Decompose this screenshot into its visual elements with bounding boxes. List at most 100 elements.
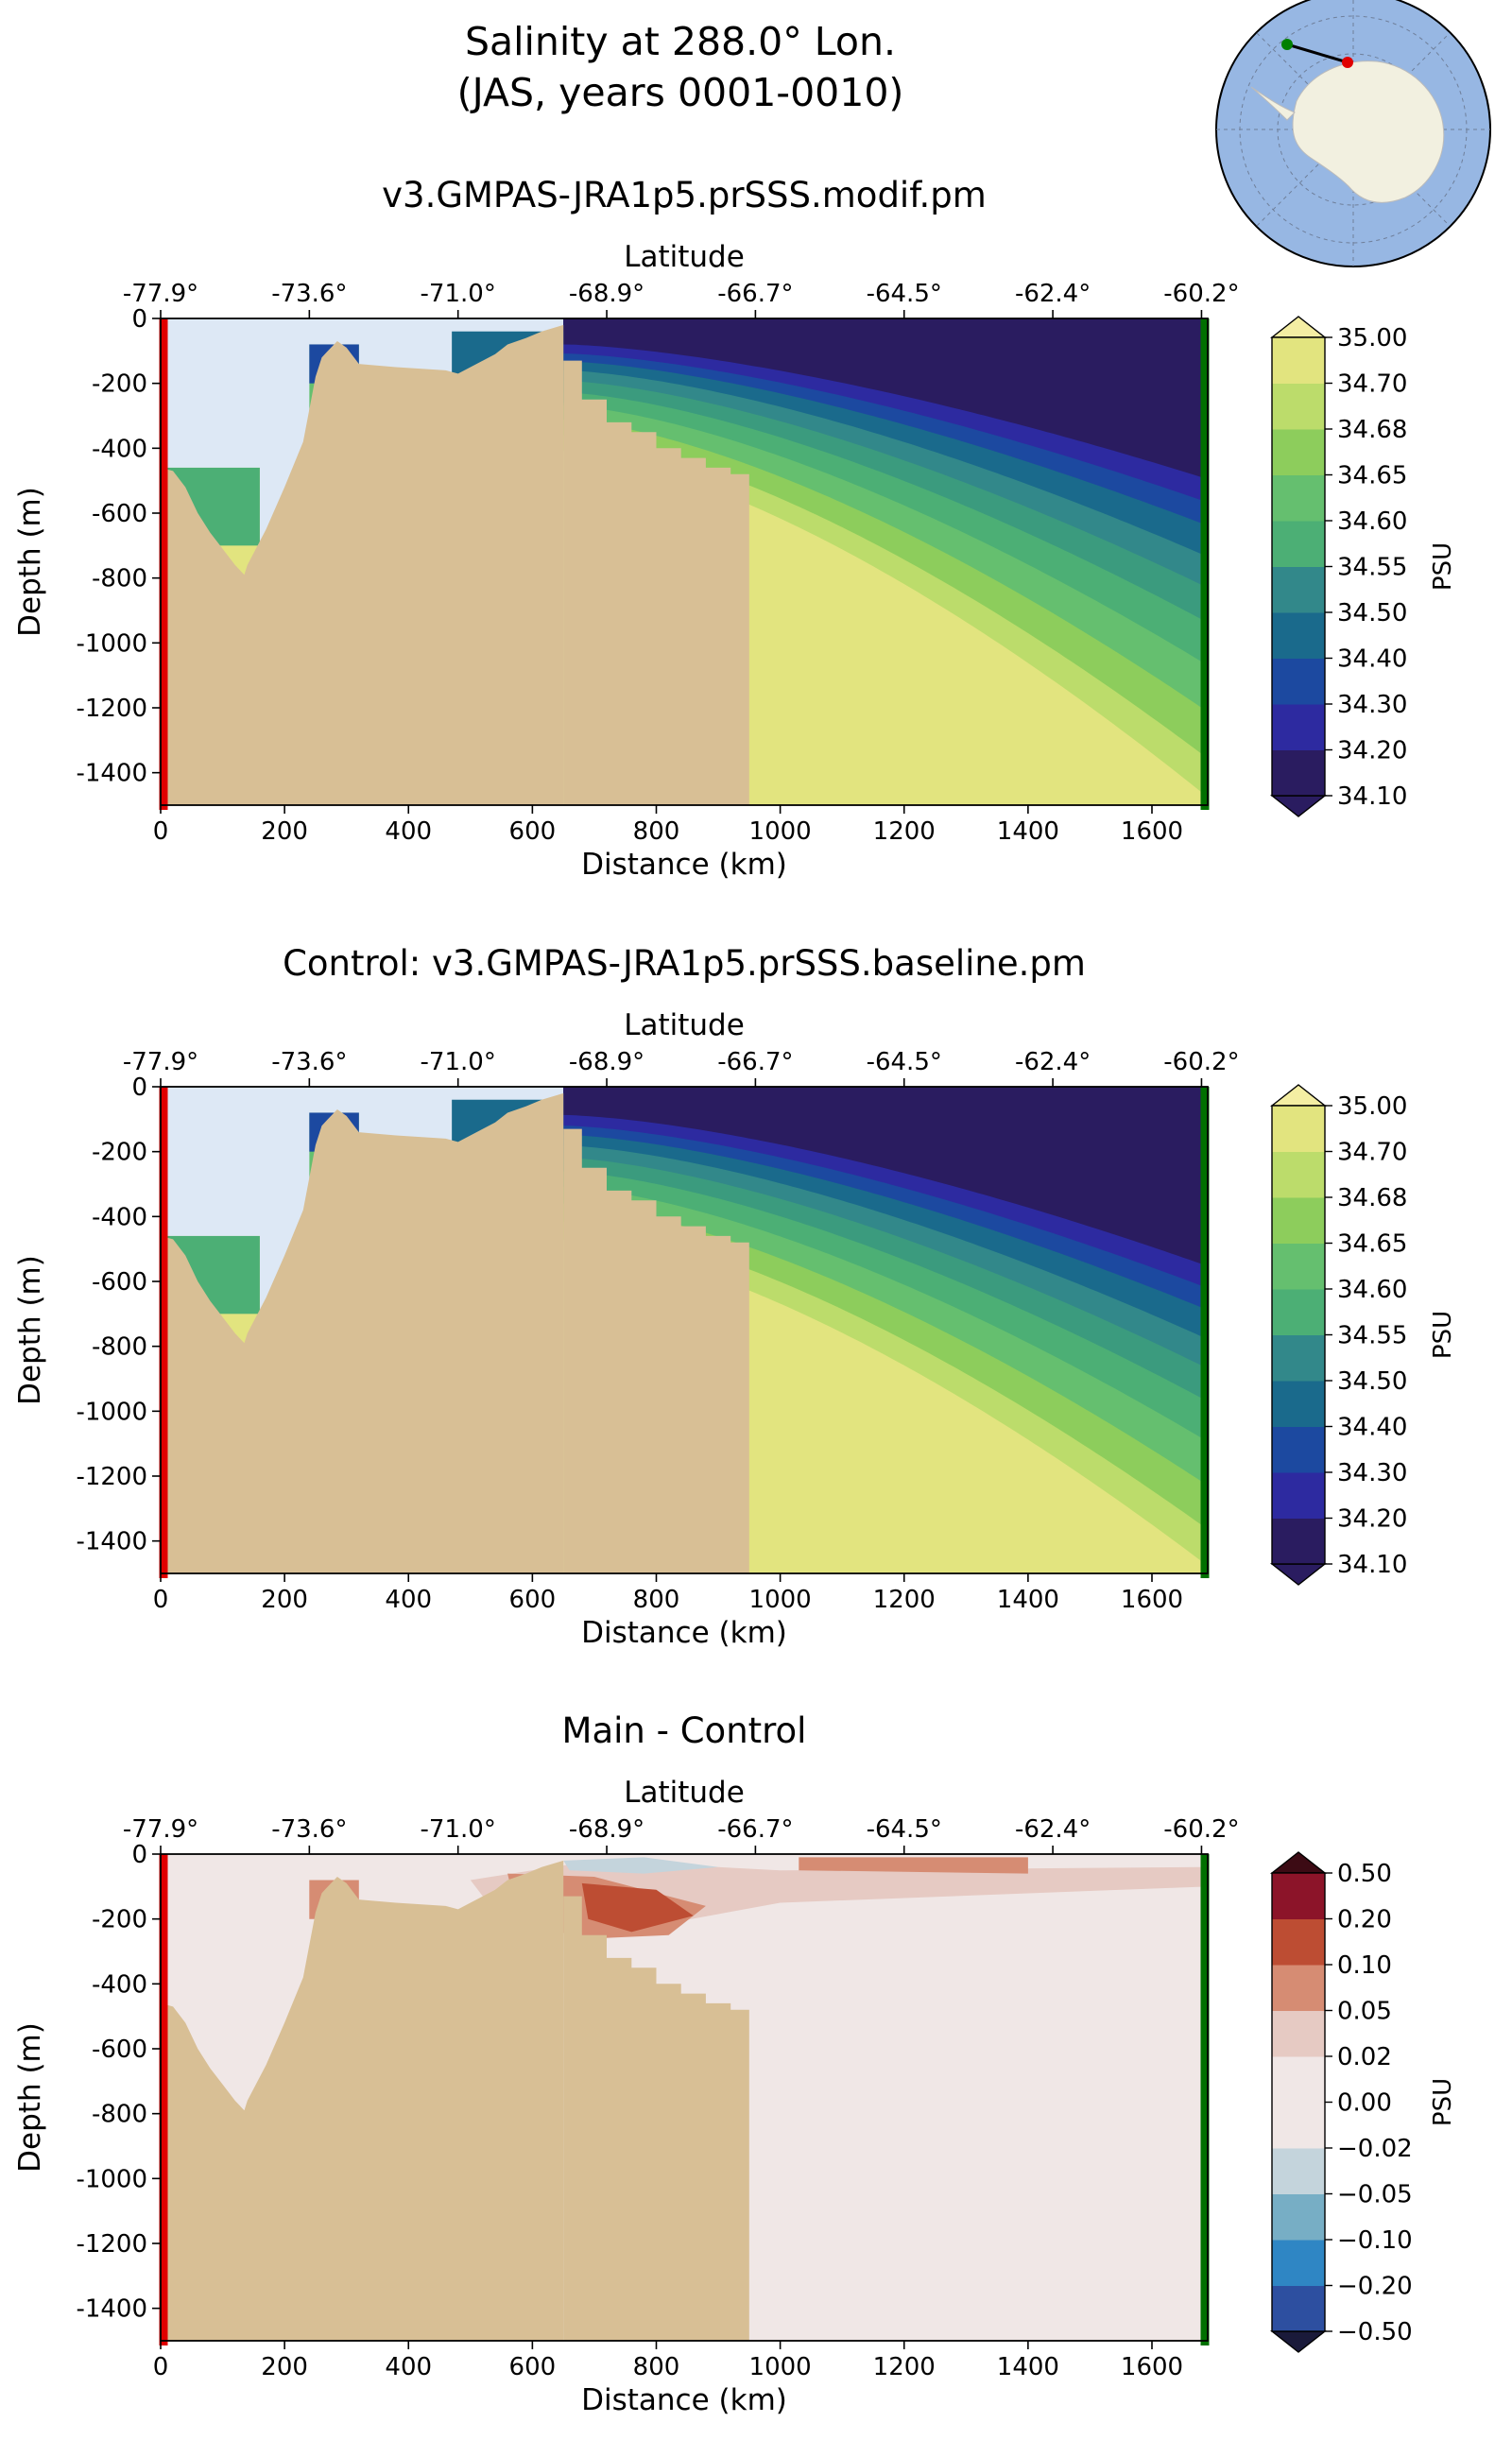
colorbar-segment [1272, 566, 1325, 613]
lat-tick-label: -62.4° [1015, 1048, 1091, 1076]
colorbar-tick-label: 34.68 [1337, 1184, 1407, 1212]
figure-title-line2: (JAS, years 0001-0010) [457, 70, 904, 115]
x-tick-label: 400 [385, 2353, 432, 2381]
y-tick-label: -600 [92, 2036, 147, 2064]
lat-tick-label: -60.2° [1163, 1048, 1239, 1076]
x-tick-label: 600 [509, 817, 557, 846]
colorbar-segment [1272, 2148, 1325, 2194]
colorbar-tick-label: 34.40 [1337, 1414, 1407, 1442]
bathymetry-land [161, 1092, 564, 1573]
colorbar-segment [1272, 1106, 1325, 1152]
x-tick-label: 1600 [1121, 817, 1183, 846]
lat-tick-label: -73.6° [271, 280, 347, 308]
lat-tick-label: -64.5° [867, 1048, 942, 1076]
colorbar-segment [1272, 2056, 1325, 2103]
y-tick-label: -1200 [76, 2230, 147, 2259]
diff-negative-small [563, 1857, 719, 1874]
colorbar-label: PSU [1429, 2078, 1457, 2126]
colorbar-tick-label: 34.10 [1337, 782, 1407, 811]
y-tick-label: -1400 [76, 2295, 147, 2324]
x-tick-label: 800 [633, 2353, 680, 2381]
colorbar-label: PSU [1429, 542, 1457, 591]
colorbar-tick-label: 34.70 [1337, 370, 1407, 399]
y-tick-label: -400 [92, 1203, 147, 1231]
latitude-axis-label: Latitude [624, 1776, 745, 1810]
y-tick-label: 0 [131, 305, 147, 334]
bathymetry-land [161, 1860, 564, 2341]
colorbar-high-extend [1269, 1084, 1328, 1107]
colorbar-tick-label: 34.40 [1337, 645, 1407, 674]
x-tick-label: 600 [509, 1586, 557, 1614]
x-tick-label: 400 [385, 1586, 432, 1614]
shelf-land [563, 360, 749, 805]
colorbar-segment [1272, 1151, 1325, 1198]
x-tick-label: 1400 [997, 1586, 1059, 1614]
panel-title: Main - Control [562, 1710, 807, 1751]
panel-difference: Main - Control 0 200 400 600 800 1000 1200 1400 1… [13, 1710, 1457, 2417]
colorbar-high-extend [1269, 316, 1328, 338]
x-tick-label: 1400 [997, 2353, 1059, 2381]
colorbar-tick-label: 34.30 [1337, 691, 1407, 719]
colorbar-low-extend [1269, 795, 1328, 817]
colorbar-segment [1272, 429, 1325, 475]
x-tick-label: 200 [261, 2353, 308, 2381]
y-tick-label: 0 [131, 1841, 147, 1869]
colorbar-tick-label: 0.10 [1337, 1951, 1392, 1980]
colorbar-segment [1272, 383, 1325, 430]
y-tick-label: -400 [92, 435, 147, 463]
y-tick-label: -200 [92, 370, 147, 399]
colorbar-segment [1272, 521, 1325, 567]
colorbar-tick-label: 0.05 [1337, 1998, 1392, 2026]
lat-tick-label: -71.0° [421, 1815, 496, 1844]
colorbar-segment [1272, 474, 1325, 522]
colorbar-segment [1272, 1334, 1325, 1382]
inset-section-end-dot [1281, 39, 1293, 50]
colorbar-tick-label: −0.10 [1337, 2226, 1413, 2255]
colorbar-low-extend [1269, 1563, 1328, 1586]
plot-area [161, 1854, 1208, 2341]
x-axis-label: Distance (km) [581, 2383, 787, 2417]
colorbar-tick-label: 0.50 [1337, 1860, 1392, 1888]
colorbar-segment [1272, 1918, 1325, 1966]
colorbar-segment [1272, 1381, 1325, 1427]
lat-tick-label: -60.2° [1163, 280, 1239, 308]
lat-tick-label: -73.6° [271, 1048, 347, 1076]
salinity-band-0 [563, 318, 1208, 479]
colorbar-segment [1272, 2010, 1325, 2057]
colorbar-segment [1272, 2285, 1325, 2332]
y-tick-label: -800 [92, 2101, 147, 2129]
y-tick-label: -1200 [76, 1463, 147, 1491]
colorbar-tick-label: 34.68 [1337, 416, 1407, 444]
figure-title-line1: Salinity at 288.0° Lon. [465, 19, 896, 64]
colorbar-tick-label: 34.70 [1337, 1139, 1407, 1167]
x-tick-label: 1000 [749, 2353, 812, 2381]
y-tick-label: -400 [92, 1970, 147, 1999]
y-tick-label: -1000 [76, 629, 147, 658]
plot-area [161, 318, 1208, 805]
colorbar-segment [1272, 1426, 1325, 1473]
colorbar-tick-label: 34.65 [1337, 462, 1407, 490]
y-axis-label: Depth (m) [13, 2022, 47, 2173]
axes-frame [160, 318, 1209, 806]
bathymetry-land [161, 324, 564, 805]
colorbar-tick-label: 0.02 [1337, 2043, 1392, 2071]
inset-antarctica-land [1250, 60, 1445, 203]
colorbar-tick-label: 34.55 [1337, 554, 1407, 582]
lat-tick-label: -68.9° [569, 1815, 644, 1844]
colorbar-tick-label: 34.60 [1337, 1276, 1407, 1304]
colorbar-segment [1272, 1518, 1325, 1565]
colorbar-label: PSU [1429, 1311, 1457, 1359]
colorbar-high-extend [1269, 1851, 1328, 1874]
colorbar-segment [1272, 2193, 1325, 2241]
colorbar-segment [1272, 1197, 1325, 1244]
y-tick-label: -1400 [76, 760, 147, 788]
panel-control: Control: v3.GMPAS-JRA1p5.prSSS.baseline.… [13, 943, 1457, 1650]
lat-tick-label: -66.7° [717, 1048, 793, 1076]
x-tick-label: 1600 [1121, 1586, 1183, 1614]
y-tick-label: -1200 [76, 695, 147, 723]
x-tick-label: 1200 [873, 2353, 936, 2381]
x-tick-label: 1000 [749, 817, 812, 846]
colorbar-tick-label: 0.20 [1337, 1906, 1392, 1934]
axes-frame [160, 1853, 1209, 2342]
colorbar-segment [1272, 1289, 1325, 1335]
